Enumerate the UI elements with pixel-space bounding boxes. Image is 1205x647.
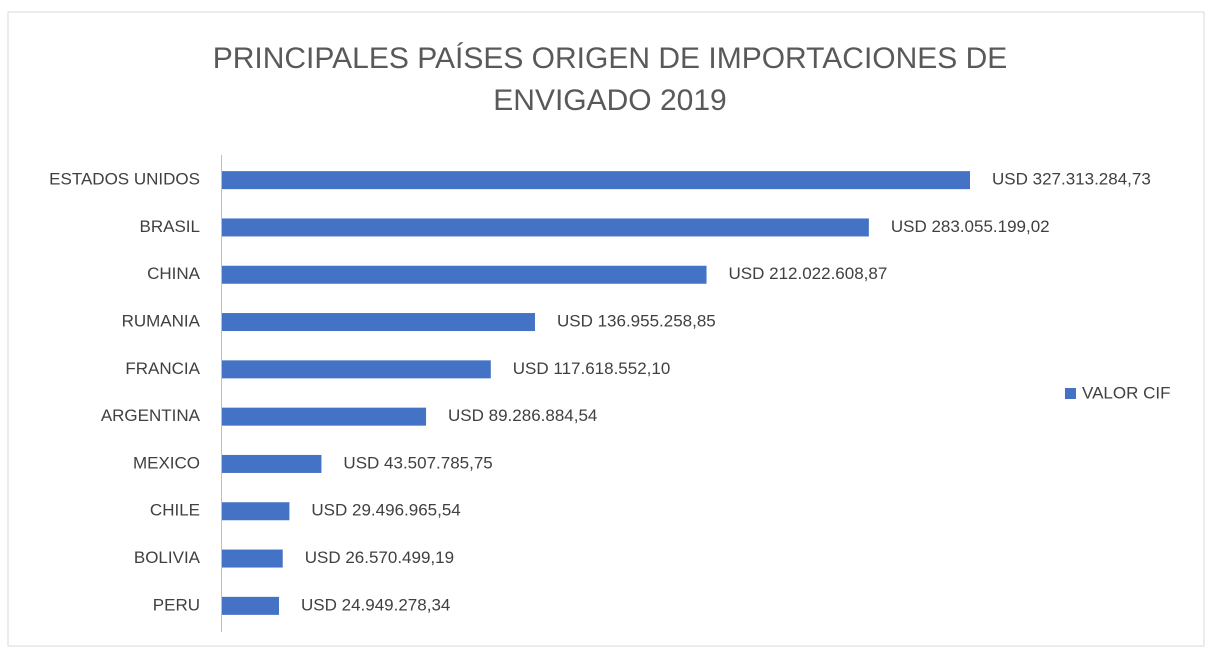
data-label: USD 29.496.965,54 [311,501,460,520]
bar [222,407,427,426]
bar [222,171,970,190]
bar [222,360,491,379]
bar [222,454,322,473]
chart-border [7,11,1205,647]
y-tick-label: BOLIVIA [134,548,201,567]
bar [222,313,535,332]
data-label: USD 26.570.499,19 [305,548,454,567]
bar [222,596,280,615]
data-label: USD 43.507.785,75 [343,453,492,472]
y-tick-label: BRASIL [140,217,200,236]
y-tick-label: MEXICO [133,453,200,472]
bar [222,218,869,237]
data-label: USD 327.313.284,73 [992,170,1151,189]
legend-swatch [1065,388,1076,399]
y-tick-label: PERU [153,595,200,614]
chart-title: PRINCIPALES PAÍSES ORIGEN DE IMPORTACION… [212,42,1008,117]
bar [222,265,707,284]
data-label: USD 117.618.552,10 [513,359,671,378]
bar [222,549,283,568]
data-label: USD 212.022.608,87 [729,264,888,283]
y-tick-label: RUMANIA [122,312,201,331]
y-tick-label: CHINA [147,264,201,283]
y-tick-label: CHILE [150,501,200,520]
bar [222,502,290,521]
y-tick-label: ARGENTINA [101,406,201,425]
data-label: USD 89.286.884,54 [448,406,597,425]
data-label: USD 24.949.278,34 [301,595,450,614]
y-tick-label: ESTADOS UNIDOS [49,170,200,189]
y-tick-label: FRANCIA [125,359,200,378]
legend-label: VALOR CIF [1082,383,1170,402]
data-label: USD 136.955.258,85 [557,312,716,331]
data-label: USD 283.055.199,02 [891,217,1050,236]
